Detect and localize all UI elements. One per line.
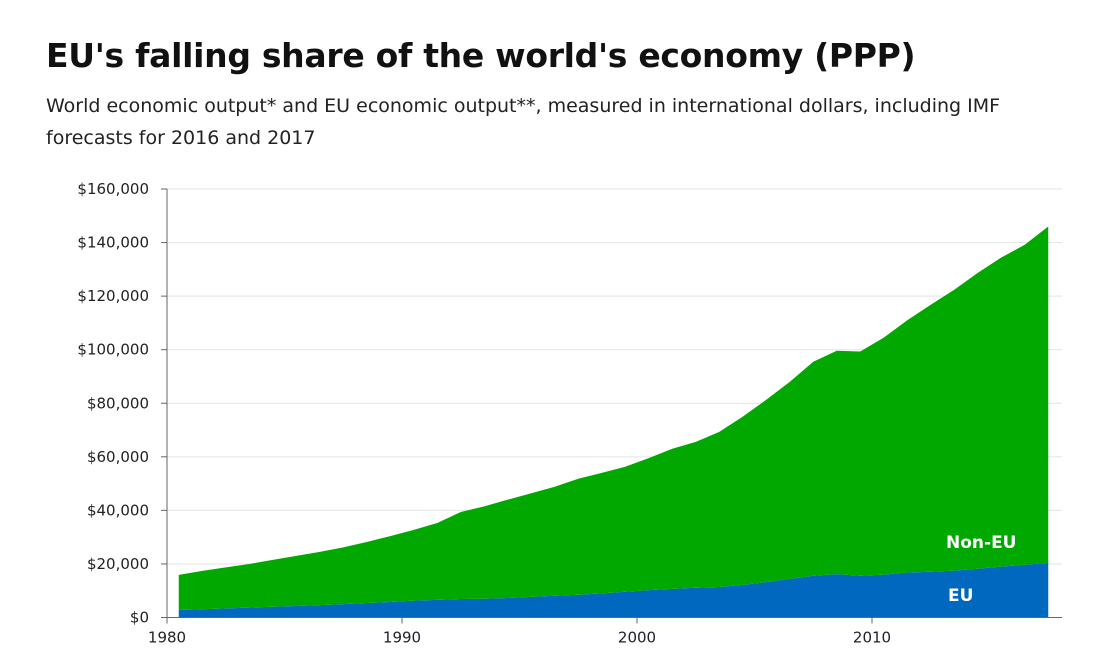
y-tick-label: $140,000 (77, 234, 149, 252)
x-tick-label: 1980 (148, 629, 186, 647)
axes: $0 $20,000 $40,000 $60,000 $80,000 $100,000 $1… (77, 180, 1062, 647)
y-tick-label: $120,000 (77, 287, 149, 305)
chart-subtitle: World economic output* and EU economic o… (46, 95, 1001, 149)
y-tick-label: $160,000 (77, 180, 149, 198)
x-tick-label: 2010 (853, 629, 891, 647)
y-tick-label: $60,000 (87, 448, 149, 466)
x-tick-label: 2000 (618, 629, 656, 647)
areas (178, 226, 1049, 618)
y-tick-label: $100,000 (77, 341, 149, 359)
x-tick-label: 1990 (383, 629, 421, 647)
series-labels: Non-EU EU (946, 533, 1016, 606)
y-tick-label: $0 (130, 609, 149, 627)
area-non-eu (178, 226, 1049, 611)
series-label-eu: EU (948, 586, 973, 606)
y-tick-label: $80,000 (87, 394, 149, 412)
y-tick-label: $20,000 (87, 555, 149, 573)
chart-title: EU's falling share of the world's econom… (46, 36, 916, 75)
series-label-non-eu: Non-EU (946, 533, 1016, 553)
y-tick-label: $40,000 (87, 501, 149, 519)
area-eu (178, 562, 1049, 618)
